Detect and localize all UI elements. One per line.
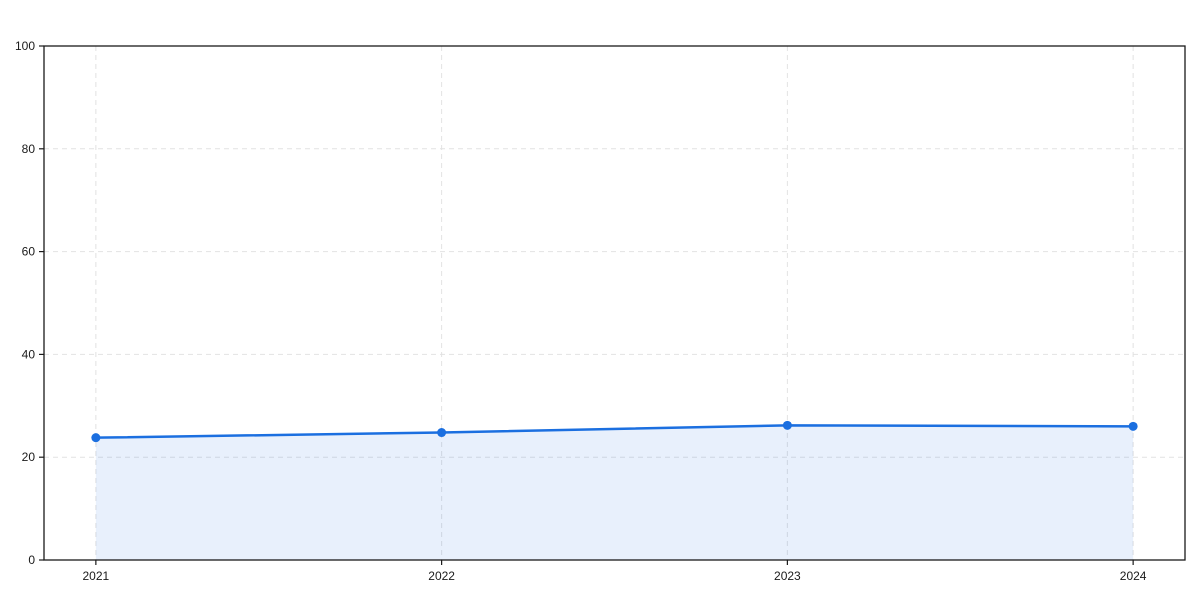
y-tick-label: 80 [22, 142, 36, 156]
y-tick-label: 20 [22, 450, 36, 464]
plot-border [43, 45, 1186, 561]
area-fill [95, 425, 1134, 560]
x-tick-label: 2021 [83, 569, 110, 583]
y-tick-label: 100 [15, 39, 35, 53]
x-tick-label: 2024 [1120, 569, 1147, 583]
data-point-marker [437, 428, 447, 438]
y-tick-label: 0 [28, 553, 35, 567]
data-point-marker [782, 420, 792, 430]
y-tick-label: 60 [22, 245, 36, 259]
y-tick-label: 40 [22, 347, 36, 361]
x-tick-label: 2023 [774, 569, 801, 583]
x-tick-label: 2022 [428, 569, 455, 583]
trend-line [94, 424, 1135, 439]
data-point-marker [1128, 421, 1138, 431]
data-point-marker [91, 433, 101, 443]
